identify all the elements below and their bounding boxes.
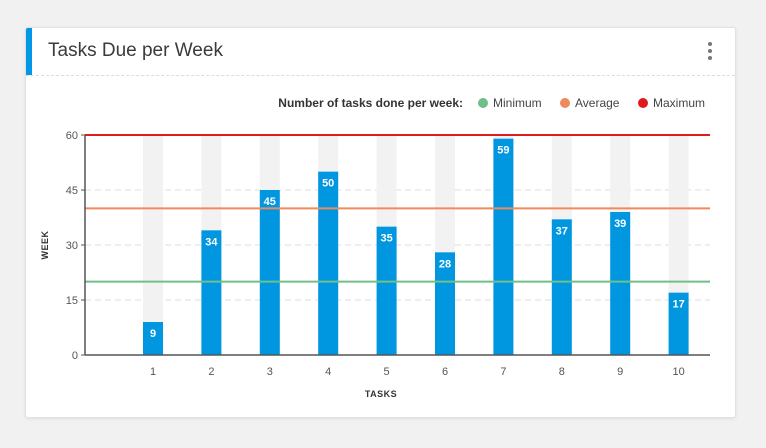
- x-tick-label: 6: [442, 366, 448, 378]
- y-tick-label: 45: [66, 185, 78, 197]
- bar-value-label: 59: [497, 145, 509, 157]
- bar: [201, 230, 222, 355]
- bar: [259, 190, 280, 355]
- bar: [318, 171, 339, 355]
- x-axis-title: TASKS: [365, 389, 397, 399]
- chart-card: Tasks Due per Week 0 15 30 45 60 9 1 34 2 45 3 50 4 3…: [25, 27, 736, 418]
- legend-label-average: Average: [575, 96, 620, 110]
- bar-value-label: 17: [672, 299, 684, 311]
- bar: [143, 322, 163, 355]
- legend-marker-minimum: [478, 98, 488, 108]
- x-tick-label: 3: [267, 366, 273, 378]
- bar: [493, 138, 514, 355]
- bar-chart: 0 15 30 45 60 9 1 34 2 45 3 50 4 35 5 28 6 59 7 37 8 39 9 17 10 T…: [40, 96, 710, 399]
- bar: [668, 292, 689, 355]
- card-title: Tasks Due per Week: [48, 40, 223, 61]
- bar-value-label: 45: [264, 196, 276, 208]
- bar: [435, 252, 455, 355]
- bar-value-label: 50: [322, 178, 334, 190]
- legend-marker-maximum: [638, 98, 648, 108]
- header-accent-bar: [26, 28, 32, 75]
- bar: [376, 226, 397, 355]
- x-tick-label: 7: [500, 366, 506, 378]
- x-tick-label: 9: [617, 366, 623, 378]
- y-tick-label: 15: [66, 295, 78, 307]
- bar-track: [143, 135, 163, 355]
- x-tick-label: 2: [208, 366, 214, 378]
- x-tick-label: 4: [325, 366, 331, 378]
- legend-label-minimum: Minimum: [493, 96, 542, 110]
- y-tick-label: 0: [72, 350, 78, 362]
- bar-value-label: 37: [556, 225, 568, 237]
- y-tick-label: 30: [66, 240, 78, 252]
- legend-label-maximum: Maximum: [653, 96, 705, 110]
- legend-title: Number of tasks done per week:: [278, 96, 463, 110]
- bar: [551, 219, 572, 355]
- x-tick-label: 10: [672, 366, 684, 378]
- y-axis-title: WEEK: [40, 230, 50, 259]
- x-tick-label: 5: [384, 366, 390, 378]
- bar: [610, 212, 631, 355]
- x-tick-label: 8: [559, 366, 565, 378]
- bar-value-label: 28: [439, 258, 451, 270]
- card-header: Tasks Due per Week: [26, 28, 735, 76]
- vertical-dots-icon[interactable]: [705, 42, 715, 62]
- bar-value-label: 39: [614, 218, 626, 230]
- bar-value-label: 34: [205, 236, 218, 248]
- bar-value-label: 35: [380, 233, 392, 245]
- x-tick-label: 1: [150, 366, 156, 378]
- y-tick-label: 60: [66, 130, 78, 142]
- bar-value-label: 9: [150, 328, 156, 340]
- legend-marker-average: [560, 98, 570, 108]
